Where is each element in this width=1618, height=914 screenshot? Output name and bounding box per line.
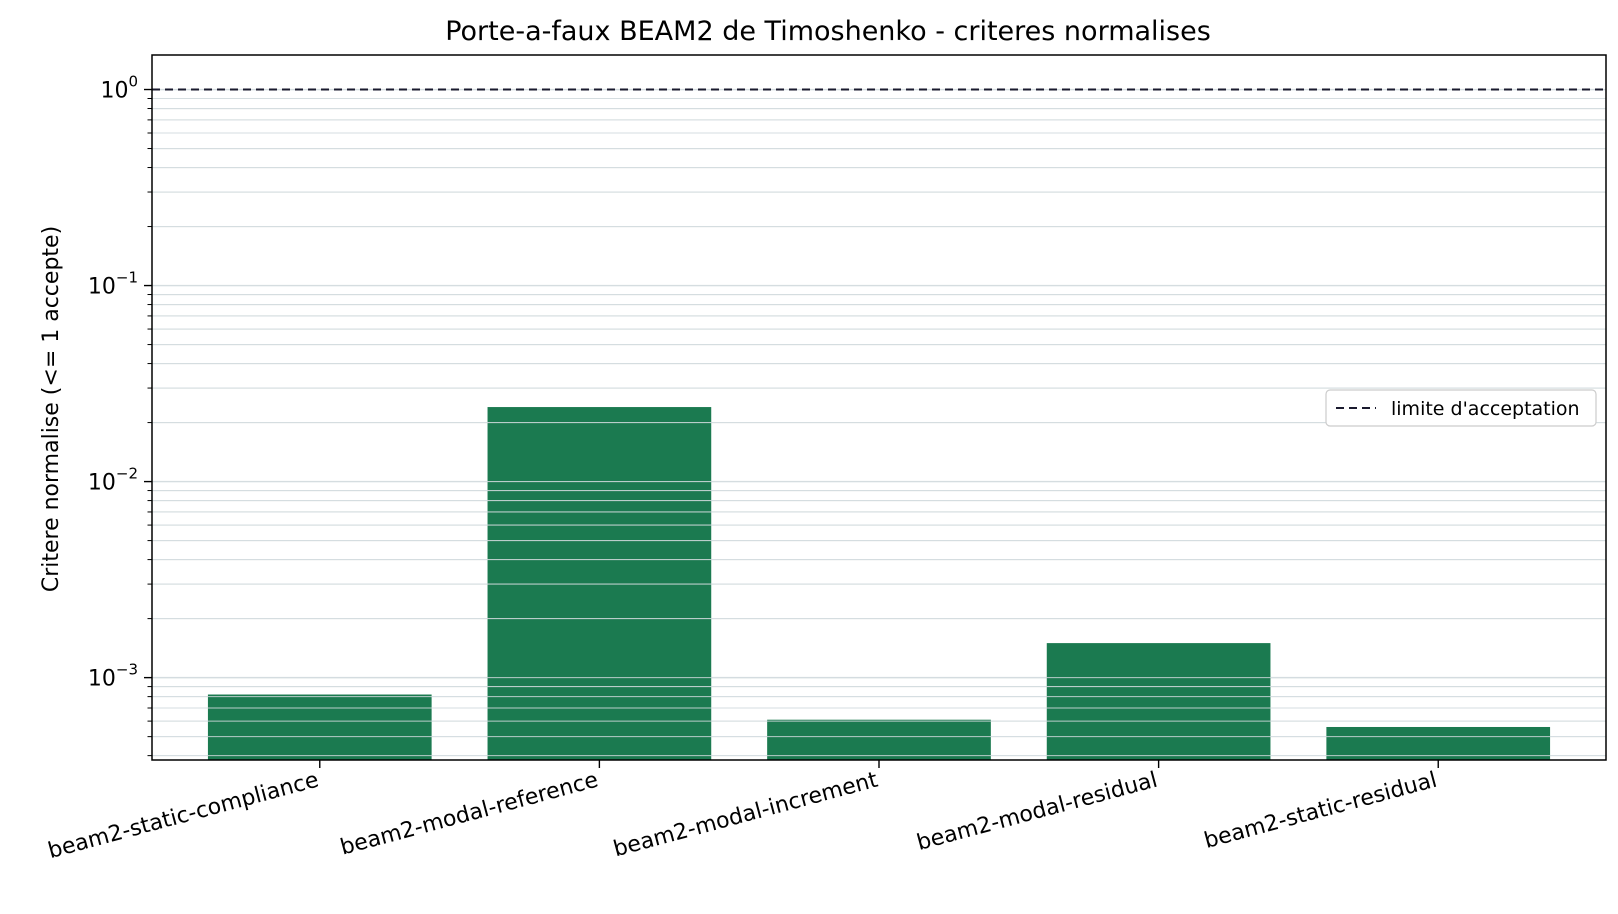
y-tick-label: 10−2 bbox=[88, 465, 138, 496]
y-axis: 10−3 10−2 10−1 100 bbox=[88, 73, 152, 757]
bar bbox=[1326, 726, 1551, 760]
legend-box bbox=[1325, 389, 1597, 427]
bar bbox=[767, 719, 991, 760]
bar bbox=[487, 407, 712, 760]
x-tick-label: beam2-static-residual bbox=[1202, 768, 1440, 854]
x-tick-label: beam2-modal-residual bbox=[914, 768, 1160, 856]
legend: limite d'acceptation bbox=[1325, 389, 1597, 427]
y-tick-label: 10−3 bbox=[88, 661, 138, 692]
x-tick-label: beam2-modal-increment bbox=[611, 768, 881, 863]
bar bbox=[207, 694, 432, 760]
chart-title: Porte-a-faux BEAM2 de Timoshenko - crite… bbox=[445, 16, 1211, 47]
y-axis-label: Critere normalise (<= 1 accepte) bbox=[39, 226, 64, 592]
x-tick-label: beam2-static-compliance bbox=[45, 768, 321, 864]
bar bbox=[1046, 643, 1271, 760]
y-tick-label: 10−1 bbox=[88, 269, 138, 300]
x-axis: beam2-static-compliance beam2-modal-refer… bbox=[45, 760, 1440, 864]
x-tick-label: beam2-modal-reference bbox=[338, 768, 601, 861]
y-tick-label: 100 bbox=[100, 73, 138, 104]
bars bbox=[207, 407, 1551, 760]
grid-overlay bbox=[152, 88, 1606, 757]
legend-label: limite d'acceptation bbox=[1391, 398, 1580, 420]
